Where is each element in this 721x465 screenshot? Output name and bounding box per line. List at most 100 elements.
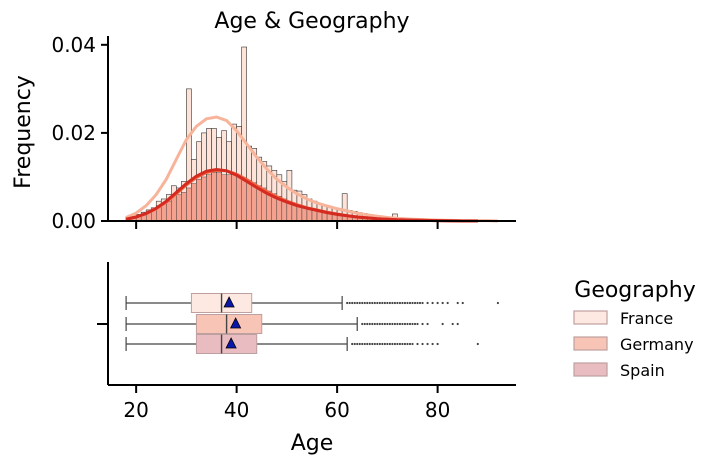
outlier-point [406,342,409,346]
hist-bar-filled [231,174,237,222]
outlier-point [358,342,361,346]
outlier-point [383,322,386,326]
outlier-point [376,342,379,346]
boxplot-axes: 20 40 60 80 [97,262,516,422]
hist-bar-filled [166,200,172,222]
legend-item-germany: Germany [573,335,694,354]
outlier-point [356,342,359,346]
outlier-point [426,322,429,326]
outlier-point [388,342,391,346]
boxplot-germany [125,314,459,334]
outlier-point [396,301,399,305]
outlier-point [348,301,351,305]
mean-marker [225,337,237,349]
outlier-point [376,301,379,305]
outlier-point [368,322,371,326]
outlier-point [363,322,366,326]
outlier-point [363,342,366,346]
mean-marker [229,317,242,329]
outlier-point [393,322,397,326]
legend-label: Germany [620,335,694,354]
mean-marker [223,296,235,308]
box-iqr [195,334,258,354]
outlier-point [403,301,407,305]
outlier-point [408,301,412,305]
outlier-point [461,301,464,305]
outlier-point [358,301,361,305]
outlier-point [403,342,407,346]
outlier-point [371,301,374,305]
legend-swatch [573,336,608,351]
hist-bar-filled [246,180,252,222]
outlier-point [413,322,417,326]
outlier-point [353,301,356,305]
y-tick-label: 0.02 [51,121,96,145]
outlier-point [446,301,449,305]
outlier-point [371,322,374,326]
boxplot-france [125,293,500,313]
legend-label: Spain [620,361,665,380]
hist-bar-filled [191,183,197,222]
outlier-point [393,301,397,305]
outlier-point [426,301,429,305]
outlier-point [421,301,424,305]
outlier-point [373,301,376,305]
histogram-axes: 0.00 0.02 0.04 [51,33,516,233]
outlier-point [366,301,369,305]
outlier-point [401,342,404,346]
outlier-point [436,301,439,305]
outlier-point [431,342,434,346]
outlier-point [411,301,414,305]
outlier-point [401,322,404,326]
outlier-point [398,322,402,326]
outlier-point [363,301,366,305]
hist-bar-filled [226,174,232,222]
y-tick-label: 0.04 [51,33,96,57]
outlier-point [406,322,409,326]
boxplot-spain [125,334,479,354]
legend-item-france: France [573,309,673,328]
outlier-point [383,342,386,346]
x-axis-label: Age [291,431,334,456]
outlier-point [426,342,429,346]
chart-title: Age & Geography [214,9,409,34]
histogram-panel: 0.00 0.02 0.04 Frequency [11,33,516,233]
outlier-point [416,342,419,346]
outlier-point [378,301,381,305]
outlier-point [378,342,381,346]
outlier-point [346,301,349,305]
y-tick-label: 0.00 [51,209,96,233]
outlier-point [381,342,384,346]
outlier-point [456,322,459,326]
hist-bar-filled [181,192,187,222]
outlier-point [406,301,409,305]
outlier-point [368,342,371,346]
outlier-point [398,301,402,305]
x-tick-label: 60 [324,398,349,422]
outlier-point [416,301,419,305]
outlier-point [411,342,414,346]
outlier-point [373,342,376,346]
outlier-point [378,322,381,326]
hist-bar-filled [176,194,182,222]
legend: Geography France Germany Spain [573,278,696,380]
outlier-point [416,322,419,326]
hist-bar-filled [201,176,207,222]
outlier-point [441,322,444,326]
hist-bar-filled [186,187,192,222]
boxplot-panel: 20 40 60 80 Age [97,262,516,456]
outlier-point [386,342,389,346]
hist-bar-filled [221,174,227,222]
outlier-point [421,342,424,346]
histogram-bars [125,46,499,222]
outlier-point [391,301,394,305]
outlier-point [396,322,399,326]
legend-swatch [573,310,608,325]
outlier-point [376,322,379,326]
outlier-point [403,322,407,326]
boxplots [125,293,500,354]
outlier-point [393,342,397,346]
y-axis-label: Frequency [11,75,36,189]
legend-label: France [620,309,673,328]
